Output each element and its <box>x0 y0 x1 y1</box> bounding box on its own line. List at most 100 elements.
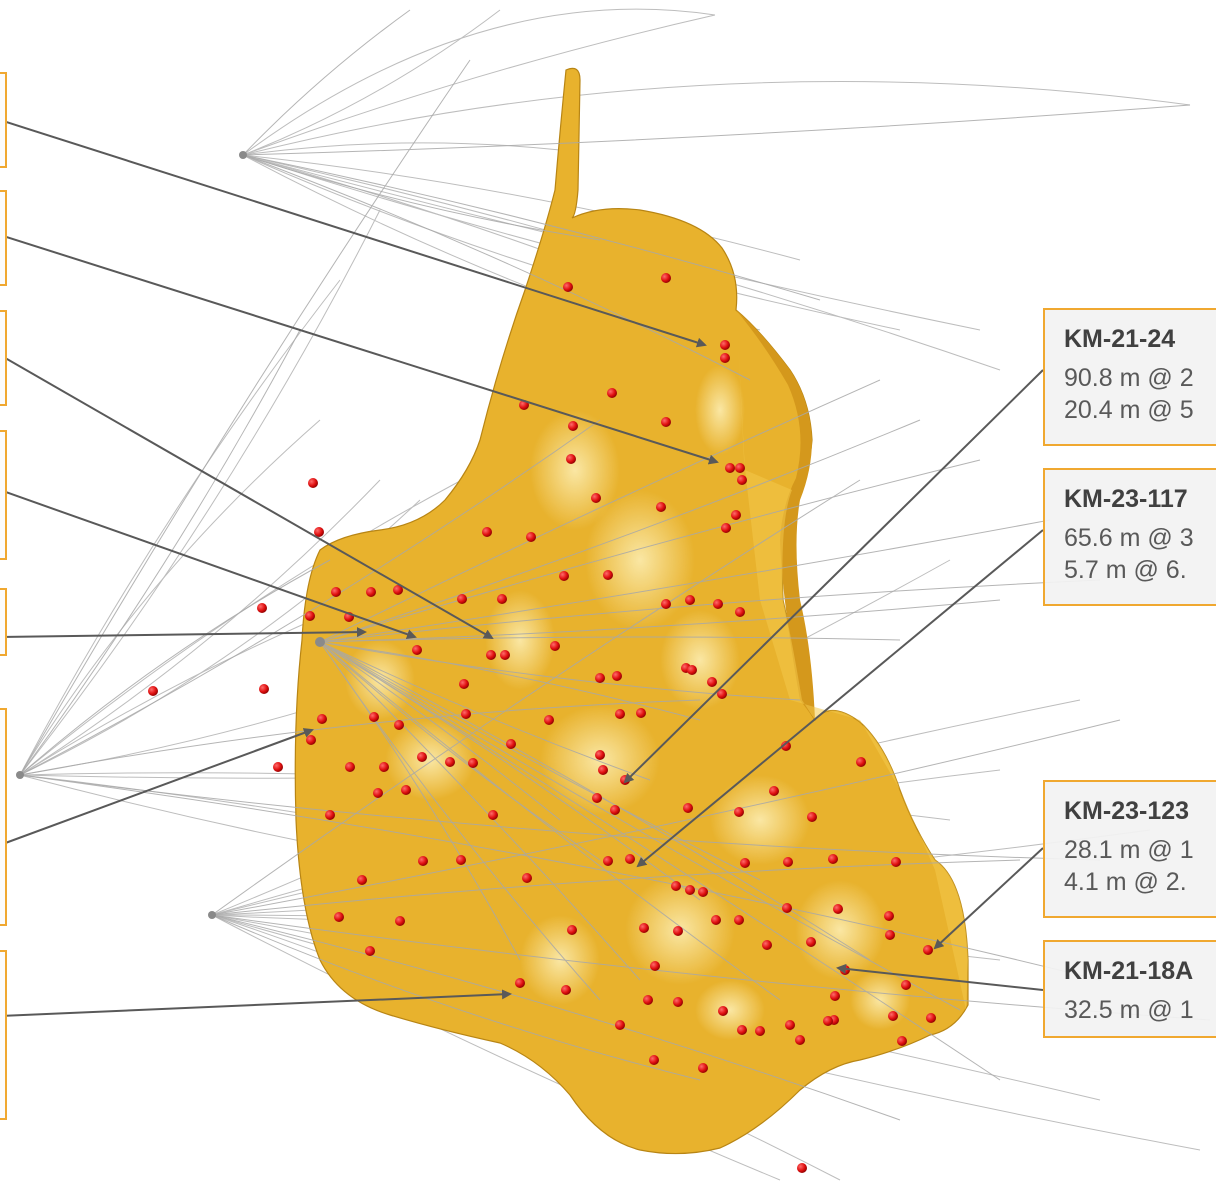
intercept-point <box>591 493 601 503</box>
intercept-point <box>603 856 613 866</box>
left-callout-box <box>0 950 7 1120</box>
callout-hole-id: KM-21-18A <box>1064 957 1194 985</box>
intercept-point <box>683 803 693 813</box>
left-callout-box <box>0 310 7 406</box>
intercept-point <box>661 273 671 283</box>
intercept-point <box>592 793 602 803</box>
intercept-point <box>412 645 422 655</box>
intercept-point <box>445 757 455 767</box>
callout-arrow <box>0 489 417 640</box>
intercept-point <box>461 709 471 719</box>
intercept-point <box>661 599 671 609</box>
intercept-point <box>923 945 933 955</box>
intercept-point <box>891 857 901 867</box>
intercept-point <box>317 714 327 724</box>
intercept-point <box>506 739 516 749</box>
intercept-point <box>656 502 666 512</box>
callout-arrow <box>636 529 1044 868</box>
intercept-point <box>401 785 411 795</box>
callout-km-23-123: KM-23-123 28.1 m @ 1 4.1 m @ 2. <box>1043 780 1216 918</box>
intercept-point <box>795 1035 805 1045</box>
callout-hole-id: KM-21-24 <box>1064 325 1176 353</box>
drillhole-traces-foreground <box>19 9 1211 1121</box>
collar <box>16 771 24 779</box>
callout-intercept: 5.7 m @ 6. <box>1064 556 1187 584</box>
intercept-point <box>636 708 646 718</box>
intercept-point <box>731 510 741 520</box>
collar <box>315 637 325 647</box>
left-callout-box <box>0 72 7 168</box>
intercept-point <box>598 765 608 775</box>
intercept-point <box>649 1055 659 1065</box>
left-callout-box <box>0 430 7 560</box>
intercept-point <box>305 611 315 621</box>
intercept-point <box>782 903 792 913</box>
intercept-point <box>785 1020 795 1030</box>
intercept-point <box>673 926 683 936</box>
intercept-point <box>568 421 578 431</box>
callout-intercept: 28.1 m @ 1 <box>1064 836 1194 864</box>
intercept-point <box>459 679 469 689</box>
intercept-point <box>544 715 554 725</box>
intercept-point <box>259 684 269 694</box>
intercept-point <box>707 677 717 687</box>
mineralized-intercepts <box>148 273 936 1173</box>
callout-arrow <box>836 963 1044 991</box>
callout-intercept: 65.6 m @ 3 <box>1064 524 1194 552</box>
callout-arrows <box>0 119 1044 1017</box>
intercept-point <box>607 388 617 398</box>
intercept-point <box>897 1036 907 1046</box>
intercept-point <box>888 1011 898 1021</box>
intercept-point <box>735 463 745 473</box>
intercept-point <box>762 940 772 950</box>
intercept-point <box>273 762 283 772</box>
intercept-point <box>488 810 498 820</box>
intercept-point <box>783 857 793 867</box>
callout-intercept: 32.5 m @ 1 <box>1064 996 1194 1024</box>
intercept-point <box>734 807 744 817</box>
intercept-point <box>308 478 318 488</box>
intercept-point <box>334 912 344 922</box>
intercept-point <box>698 887 708 897</box>
intercept-point <box>526 532 536 542</box>
intercept-point <box>830 991 840 1001</box>
intercept-point <box>926 1013 936 1023</box>
drill-collars <box>16 151 325 919</box>
intercept-point <box>828 854 838 864</box>
intercept-point <box>566 454 576 464</box>
intercept-point <box>306 735 316 745</box>
intercept-point <box>833 904 843 914</box>
intercept-point <box>685 885 695 895</box>
intercept-point <box>394 720 404 730</box>
intercept-point <box>314 527 324 537</box>
intercept-point <box>725 463 735 473</box>
intercept-point <box>720 340 730 350</box>
intercept-point <box>661 417 671 427</box>
intercept-point <box>823 1016 833 1026</box>
callout-arrow <box>933 847 1044 950</box>
intercept-point <box>737 1025 747 1035</box>
intercept-point <box>737 475 747 485</box>
callout-intercept: 20.4 m @ 5 <box>1064 396 1194 424</box>
intercept-point <box>550 641 560 651</box>
left-callout-box <box>0 190 7 286</box>
intercept-point <box>563 282 573 292</box>
intercept-point <box>806 937 816 947</box>
intercept-point <box>718 1006 728 1016</box>
intercept-point <box>639 923 649 933</box>
intercept-point <box>610 805 620 815</box>
collar <box>208 911 216 919</box>
callout-arrow <box>623 369 1044 784</box>
intercept-point <box>500 650 510 660</box>
intercept-point <box>595 673 605 683</box>
left-callout-box <box>0 588 7 656</box>
intercept-point <box>720 353 730 363</box>
intercept-point <box>685 595 695 605</box>
callout-arrow <box>0 354 494 639</box>
intercept-point <box>379 762 389 772</box>
intercept-point <box>901 980 911 990</box>
intercept-point <box>497 594 507 604</box>
intercept-point <box>482 527 492 537</box>
intercept-point <box>257 603 267 613</box>
intercept-point <box>393 585 403 595</box>
